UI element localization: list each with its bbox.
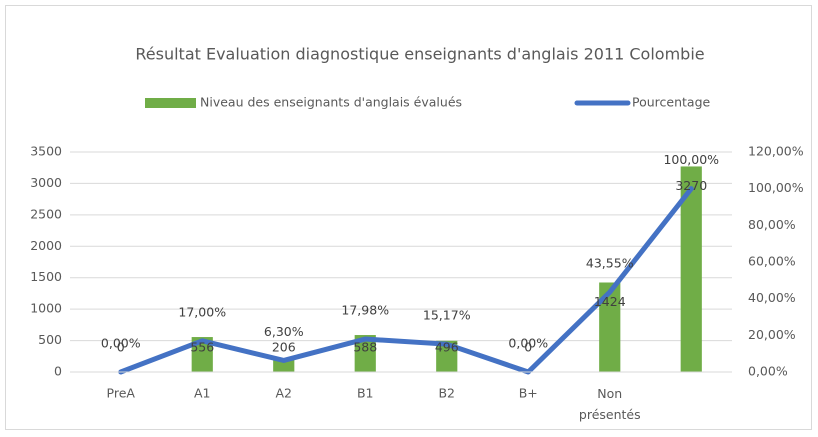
bar — [680, 166, 702, 372]
y2-tick-label: 120,00% — [748, 144, 804, 159]
line-value-label: 17,00% — [178, 304, 226, 319]
x-tick-label: A2 — [275, 386, 292, 401]
y-tick-label: 2000 — [30, 238, 62, 253]
y-tick-label: 1000 — [30, 301, 62, 316]
x-tick-label: B1 — [357, 386, 374, 401]
line-value-label: 43,55% — [586, 256, 634, 271]
y-tick-label: 500 — [38, 332, 62, 347]
y-tick-label: 0 — [54, 364, 62, 379]
bar-value-label: 206 — [272, 340, 296, 355]
y2-tick-label: 80,00% — [748, 217, 796, 232]
y2-tick-label: 100,00% — [748, 180, 804, 195]
bar-value-label: 496 — [435, 340, 459, 355]
y2-tick-label: 40,00% — [748, 290, 796, 305]
line-value-label: 0,00% — [508, 336, 548, 351]
legend-swatch — [145, 98, 196, 108]
chart-border — [5, 5, 812, 430]
x-tick-label: Non présentés — [579, 386, 641, 422]
y-tick-label: 1500 — [30, 269, 62, 284]
x-tick-label: PreA — [107, 386, 136, 401]
bar-value-label: 0 — [117, 340, 125, 355]
y-tick-label: 3500 — [30, 144, 62, 159]
bar — [599, 282, 621, 372]
bar-value-label: 1424 — [594, 294, 626, 309]
chart-title: Résultat Evaluation diagnostique enseign… — [135, 45, 704, 64]
x-tick-label: B+ — [519, 386, 538, 401]
bar-value-label: 556 — [190, 340, 214, 355]
x-tick-label: A1 — [194, 386, 211, 401]
bar-value-label: 0 — [524, 340, 532, 355]
bar-value-label: 588 — [353, 340, 377, 355]
bar — [354, 335, 376, 372]
line-value-label: 15,17% — [423, 308, 471, 323]
y-tick-label: 2500 — [30, 206, 62, 221]
legend-label: Niveau des enseignants d'anglais évalués — [200, 95, 462, 110]
y2-tick-label: 60,00% — [748, 254, 796, 269]
bar-value-label: 3270 — [675, 178, 707, 193]
y2-tick-label: 0,00% — [748, 364, 788, 379]
line — [118, 186, 694, 375]
line-value-label: 0,00% — [101, 336, 141, 351]
y-tick-label: 3000 — [30, 175, 62, 190]
line-value-label: 100,00% — [663, 152, 719, 167]
line-value-label: 6,30% — [264, 324, 304, 339]
y2-tick-label: 20,00% — [748, 327, 796, 342]
bar — [191, 337, 213, 372]
line-value-label: 17,98% — [341, 303, 389, 318]
x-tick-label: B2 — [438, 386, 455, 401]
bar — [273, 359, 295, 372]
legend-label: Pourcentage — [632, 95, 711, 110]
